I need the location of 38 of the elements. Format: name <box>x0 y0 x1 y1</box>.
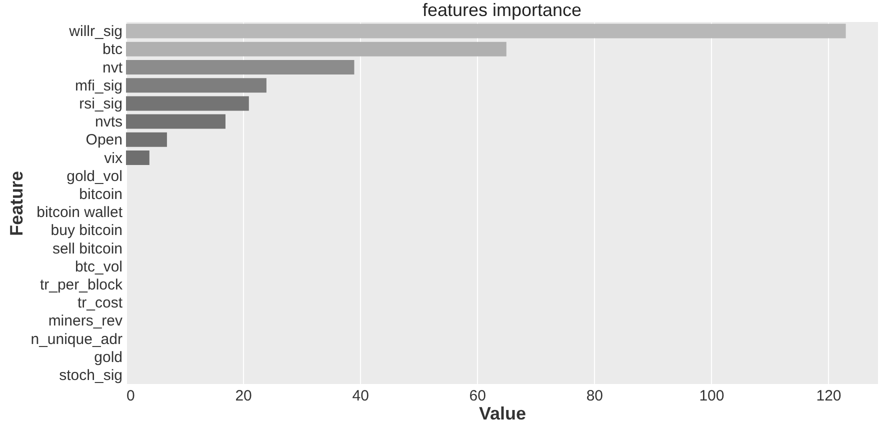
bar <box>126 150 150 165</box>
y-tick-label: tr_cost <box>77 294 124 312</box>
y-tick-label: willr_sig <box>68 23 122 40</box>
bar <box>126 78 266 93</box>
bar <box>126 96 249 111</box>
y-tick-label: stoch_sig <box>59 366 122 384</box>
y-tick-label: bitcoin wallet <box>36 204 124 222</box>
x-tick-label: 80 <box>586 388 604 404</box>
bar <box>126 42 506 56</box>
bar <box>126 114 226 129</box>
y-tick-label: sell bitcoin <box>52 240 122 258</box>
y-tick-label: buy bitcoin <box>50 222 122 240</box>
y-tick-label: tr_per_block <box>40 276 123 294</box>
y-tick-label: btc_vol <box>74 258 122 276</box>
x-tick-label: 120 <box>816 388 842 404</box>
x-tick-label: 60 <box>469 388 486 404</box>
y-tick-label: nvt <box>102 59 124 76</box>
chart-title: features importance <box>422 0 582 20</box>
x-axis-title: Value <box>478 404 526 424</box>
y-tick-label: mfi_sig <box>74 77 122 94</box>
y-tick-label: vix <box>104 150 123 167</box>
x-tick-label: 0 <box>126 388 135 404</box>
x-tick-label: 100 <box>699 388 724 404</box>
y-tick-label: miners_rev <box>48 312 123 330</box>
bar <box>126 24 846 38</box>
y-tick-label: gold <box>94 348 122 366</box>
y-tick-label: rsi_sig <box>79 95 122 112</box>
y-tick-label: bitcoin <box>79 186 122 203</box>
y-tick-label: n_unique_adr <box>30 330 122 348</box>
bar <box>126 60 354 74</box>
y-tick-label: btc <box>102 41 123 58</box>
x-tick-label: 40 <box>352 388 369 404</box>
x-tick-label: 20 <box>235 388 252 404</box>
y-tick-label: Open <box>86 132 122 149</box>
y-tick-label: gold_vol <box>66 168 122 185</box>
bar <box>126 132 167 147</box>
y-axis-title: Feature <box>6 170 27 236</box>
y-tick-label: nvts <box>94 114 122 131</box>
